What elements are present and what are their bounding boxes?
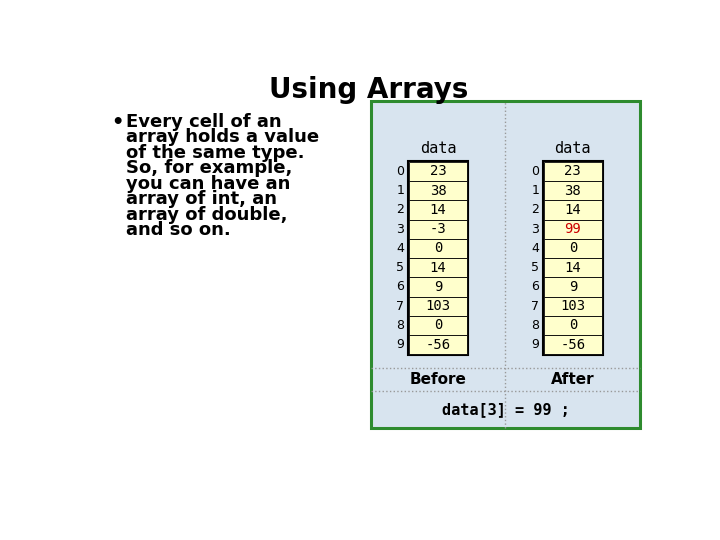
Text: 14: 14 — [430, 261, 446, 275]
Text: So, for example,: So, for example, — [126, 159, 292, 177]
Text: 8: 8 — [531, 319, 539, 332]
Bar — [544, 220, 602, 239]
Text: •: • — [112, 112, 124, 132]
Bar — [409, 316, 467, 335]
FancyBboxPatch shape — [371, 101, 640, 428]
Text: -3: -3 — [430, 222, 446, 236]
Text: 0: 0 — [433, 241, 442, 255]
Text: 0: 0 — [569, 319, 577, 333]
Bar — [409, 239, 467, 258]
Text: 103: 103 — [426, 299, 451, 313]
Text: 99: 99 — [564, 222, 581, 236]
Bar — [544, 296, 602, 316]
Bar — [409, 278, 467, 296]
Text: 5: 5 — [396, 261, 404, 274]
Text: 2: 2 — [397, 204, 404, 217]
Text: 1: 1 — [397, 184, 404, 197]
Text: 0: 0 — [569, 241, 577, 255]
Text: 0: 0 — [433, 319, 442, 333]
Text: 23: 23 — [430, 165, 446, 178]
Text: 9: 9 — [397, 338, 404, 351]
Text: 14: 14 — [430, 203, 446, 217]
Text: 38: 38 — [430, 184, 446, 198]
Text: 0: 0 — [396, 165, 404, 178]
Bar — [544, 258, 602, 278]
Text: data[3] = 99 ;: data[3] = 99 ; — [441, 402, 570, 417]
Text: you can have an: you can have an — [126, 174, 290, 193]
Text: 8: 8 — [396, 319, 404, 332]
Text: data: data — [420, 140, 456, 156]
Text: array of double,: array of double, — [126, 206, 287, 224]
Bar — [408, 161, 468, 355]
Text: Using Arrays: Using Arrays — [269, 76, 469, 104]
Text: 4: 4 — [531, 242, 539, 255]
Bar — [544, 181, 602, 200]
Bar — [544, 200, 602, 220]
Text: 14: 14 — [564, 261, 581, 275]
Bar — [409, 335, 467, 354]
Bar — [544, 335, 602, 354]
Bar — [544, 239, 602, 258]
Text: 103: 103 — [560, 299, 585, 313]
Bar — [544, 278, 602, 296]
Text: 9: 9 — [433, 280, 442, 294]
Bar — [409, 296, 467, 316]
Text: 6: 6 — [531, 280, 539, 293]
Text: array holds a value: array holds a value — [126, 128, 319, 146]
Text: 14: 14 — [564, 203, 581, 217]
Text: 3: 3 — [531, 222, 539, 235]
Text: 3: 3 — [397, 222, 404, 235]
Text: -56: -56 — [426, 338, 451, 352]
Text: 7: 7 — [396, 300, 404, 313]
Text: 0: 0 — [531, 165, 539, 178]
Text: of the same type.: of the same type. — [126, 144, 304, 161]
Text: and so on.: and so on. — [126, 221, 230, 239]
Bar — [409, 200, 467, 220]
Text: 1: 1 — [531, 184, 539, 197]
Text: array of int, an: array of int, an — [126, 190, 276, 208]
Bar — [409, 220, 467, 239]
Bar — [409, 162, 467, 181]
Text: 2: 2 — [531, 204, 539, 217]
Text: 4: 4 — [397, 242, 404, 255]
Text: Before: Before — [410, 372, 467, 387]
Text: 23: 23 — [564, 165, 581, 178]
Text: 5: 5 — [531, 261, 539, 274]
Bar — [544, 316, 602, 335]
Text: -56: -56 — [560, 338, 585, 352]
Text: data: data — [554, 140, 591, 156]
Bar — [409, 258, 467, 278]
Bar — [544, 162, 602, 181]
Bar — [543, 161, 603, 355]
Text: 6: 6 — [397, 280, 404, 293]
Text: 9: 9 — [531, 338, 539, 351]
Text: 38: 38 — [564, 184, 581, 198]
Text: After: After — [551, 372, 595, 387]
Text: 9: 9 — [569, 280, 577, 294]
Bar — [409, 181, 467, 200]
Text: 7: 7 — [531, 300, 539, 313]
Text: Every cell of an: Every cell of an — [126, 112, 282, 131]
